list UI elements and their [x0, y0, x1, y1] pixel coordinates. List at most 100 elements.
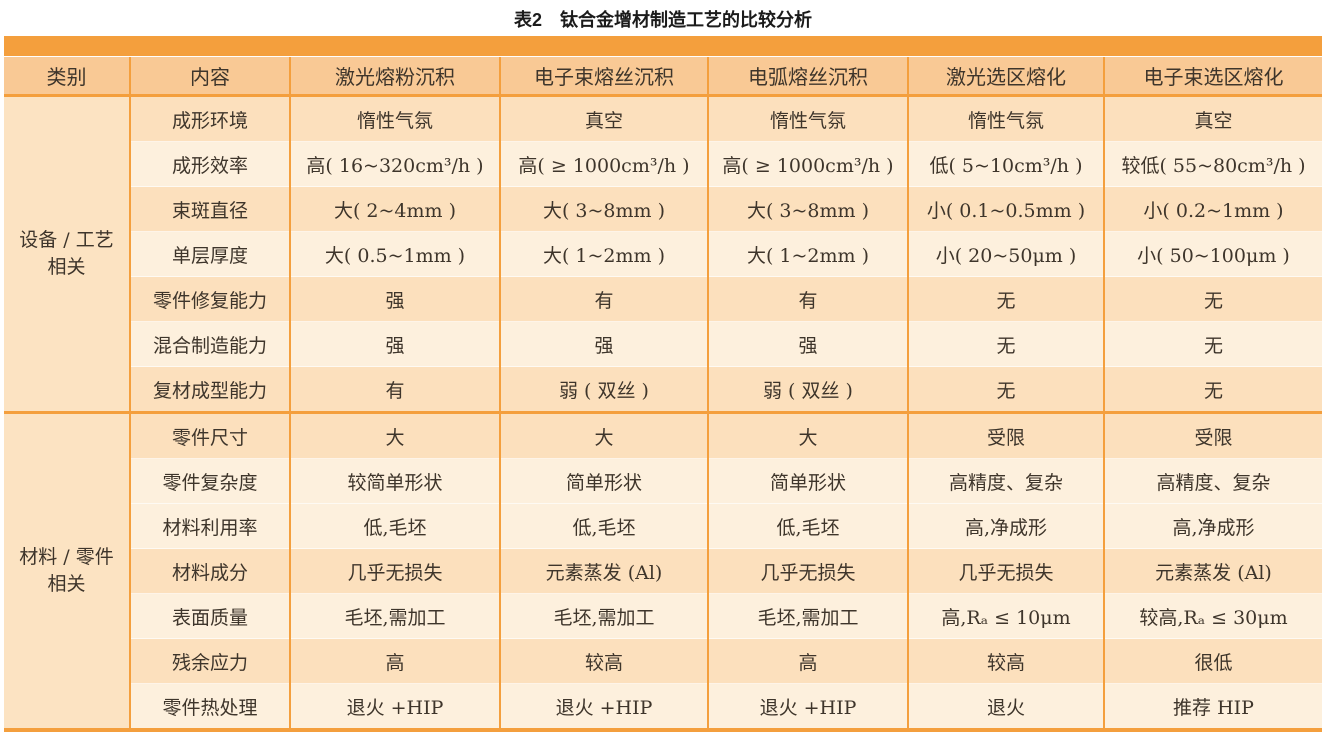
value-cell: 元素蒸发 (Al) — [1104, 548, 1322, 594]
value-cell: 强 — [290, 276, 501, 322]
header-cell-ebeam-selective-melting: 电子束选区熔化 — [1104, 57, 1322, 97]
table-row: 材料 / 零件相关 零件尺寸 大 大 大 受限 受限 — [4, 411, 1322, 730]
table-top-bar — [4, 36, 1322, 57]
process-comparison-table: 类别 内容 激光熔粉沉积 电子束熔丝沉积 电弧熔丝沉积 激光选区熔化 电子束选区… — [4, 57, 1322, 732]
value-cell: 强 — [708, 321, 909, 367]
value-cell: 惰性气氛 — [908, 95, 1105, 142]
value-cell: 毛坯,需加工 — [290, 593, 501, 639]
row-label-cell: 复材成型能力 — [130, 366, 291, 413]
table-row: 单层厚度 大( 0.5~1mm ) 大( 1~2mm ) 大( 1~2mm ) … — [4, 231, 1322, 277]
value-cell: 高 — [290, 638, 501, 684]
value-cell: 受限 — [1104, 411, 1322, 459]
value-cell: 很低 — [1104, 638, 1322, 684]
value-cell: 大 — [708, 411, 909, 459]
value-cell: 高( ≥ 1000cm³/h ) — [500, 141, 709, 187]
row-label-cell: 零件复杂度 — [130, 458, 291, 504]
value-cell: 低,毛坯 — [290, 503, 501, 549]
value-cell: 高( 16~320cm³/h ) — [290, 141, 501, 187]
value-cell: 较简单形状 — [290, 458, 501, 504]
value-cell: 简单形状 — [708, 458, 909, 504]
value-cell: 较高 — [908, 638, 1105, 684]
value-cell: 无 — [908, 321, 1105, 367]
value-cell: 较高 — [500, 638, 709, 684]
table-row: 成形效率 高( 16~320cm³/h ) 高( ≥ 1000cm³/h ) 高… — [4, 141, 1322, 187]
value-cell: 真空 — [500, 95, 709, 142]
header-cell-laser-powder-deposition: 激光熔粉沉积 — [290, 57, 501, 97]
group-label-cell-equipment-process: 设备 / 工艺相关 — [4, 95, 131, 413]
row-label-cell: 零件热处理 — [130, 683, 291, 730]
value-cell: 退火 +HIP — [500, 683, 709, 730]
value-cell: 大 — [500, 411, 709, 459]
value-cell: 简单形状 — [500, 458, 709, 504]
header-cell-arc-wire-deposition: 电弧熔丝沉积 — [708, 57, 909, 97]
value-cell: 无 — [908, 366, 1105, 413]
table-row: 设备 / 工艺相关 成形环境 惰性气氛 真空 惰性气氛 惰性气氛 真空 — [4, 95, 1322, 413]
header-cell-content: 内容 — [130, 57, 291, 97]
value-cell: 毛坯,需加工 — [500, 593, 709, 639]
row-label-cell: 零件尺寸 — [130, 411, 291, 459]
value-cell: 小( 0.1~0.5mm ) — [908, 186, 1105, 232]
value-cell: 几乎无损失 — [290, 548, 501, 594]
table-row: 材料利用率 低,毛坯 低,毛坯 低,毛坯 高,净成形 高,净成形 — [4, 503, 1322, 549]
value-cell: 大( 1~2mm ) — [708, 231, 909, 277]
value-cell: 退火 +HIP — [708, 683, 909, 730]
table-row: 表面质量 毛坯,需加工 毛坯,需加工 毛坯,需加工 高,Rₐ ≤ 10μm 较高… — [4, 593, 1322, 639]
value-cell: 大( 2~4mm ) — [290, 186, 501, 232]
value-cell: 有 — [290, 366, 501, 413]
table-row: 束斑直径 大( 2~4mm ) 大( 3~8mm ) 大( 3~8mm ) 小(… — [4, 186, 1322, 232]
value-cell: 低,毛坯 — [708, 503, 909, 549]
value-cell: 退火 +HIP — [290, 683, 501, 730]
table-title: 表2 钛合金增材制造工艺的比较分析 — [513, 10, 812, 30]
value-cell: 高( ≥ 1000cm³/h ) — [708, 141, 909, 187]
group-label-cell-material-part: 材料 / 零件相关 — [4, 411, 131, 730]
row-label-cell: 残余应力 — [130, 638, 291, 684]
value-cell: 无 — [1104, 276, 1322, 322]
value-cell: 高,Rₐ ≤ 10μm — [908, 593, 1105, 639]
value-cell: 小( 50~100μm ) — [1104, 231, 1322, 277]
row-label-cell: 束斑直径 — [130, 186, 291, 232]
value-cell: 无 — [908, 276, 1105, 322]
row-label-cell: 材料成分 — [130, 548, 291, 594]
header-row: 类别 内容 激光熔粉沉积 电子束熔丝沉积 电弧熔丝沉积 激光选区熔化 电子束选区… — [4, 57, 1322, 97]
value-cell: 小( 20~50μm ) — [908, 231, 1105, 277]
table-row: 材料成分 几乎无损失 元素蒸发 (Al) 几乎无损失 几乎无损失 元素蒸发 (A… — [4, 548, 1322, 594]
table-row: 零件修复能力 强 有 有 无 无 — [4, 276, 1322, 322]
table-row: 零件复杂度 较简单形状 简单形状 简单形状 高精度、复杂 高精度、复杂 — [4, 458, 1322, 504]
value-cell: 有 — [708, 276, 909, 322]
value-cell: 弱 ( 双丝 ) — [500, 366, 709, 413]
value-cell: 有 — [500, 276, 709, 322]
row-label-cell: 混合制造能力 — [130, 321, 291, 367]
row-label-cell: 单层厚度 — [130, 231, 291, 277]
row-label-cell: 成形效率 — [130, 141, 291, 187]
row-label-cell: 零件修复能力 — [130, 276, 291, 322]
value-cell: 高,净成形 — [908, 503, 1105, 549]
header-cell-selective-laser-melting: 激光选区熔化 — [908, 57, 1105, 97]
value-cell: 几乎无损失 — [908, 548, 1105, 594]
comparison-table: 类别 内容 激光熔粉沉积 电子束熔丝沉积 电弧熔丝沉积 激光选区熔化 电子束选区… — [4, 36, 1322, 732]
value-cell: 大( 1~2mm ) — [500, 231, 709, 277]
value-cell: 低,毛坯 — [500, 503, 709, 549]
value-cell: 毛坯,需加工 — [708, 593, 909, 639]
value-cell: 大( 3~8mm ) — [708, 186, 909, 232]
value-cell: 低( 5~10cm³/h ) — [908, 141, 1105, 187]
value-cell: 惰性气氛 — [290, 95, 501, 142]
value-cell: 较高,Rₐ ≤ 30μm — [1104, 593, 1322, 639]
row-label-cell: 成形环境 — [130, 95, 291, 142]
value-cell: 强 — [290, 321, 501, 367]
value-cell: 推荐 HIP — [1104, 683, 1322, 730]
table-row: 混合制造能力 强 强 强 无 无 — [4, 321, 1322, 367]
value-cell: 大( 0.5~1mm ) — [290, 231, 501, 277]
value-cell: 无 — [1104, 366, 1322, 413]
value-cell: 高精度、复杂 — [908, 458, 1105, 504]
table-row: 复材成型能力 有 弱 ( 双丝 ) 弱 ( 双丝 ) 无 无 — [4, 366, 1322, 413]
value-cell: 大( 3~8mm ) — [500, 186, 709, 232]
value-cell: 受限 — [908, 411, 1105, 459]
value-cell: 真空 — [1104, 95, 1322, 142]
value-cell: 强 — [500, 321, 709, 367]
header-cell-ebeam-wire-deposition: 电子束熔丝沉积 — [500, 57, 709, 97]
value-cell: 退火 — [908, 683, 1105, 730]
value-cell: 弱 ( 双丝 ) — [708, 366, 909, 413]
value-cell: 小( 0.2~1mm ) — [1104, 186, 1322, 232]
value-cell: 高精度、复杂 — [1104, 458, 1322, 504]
